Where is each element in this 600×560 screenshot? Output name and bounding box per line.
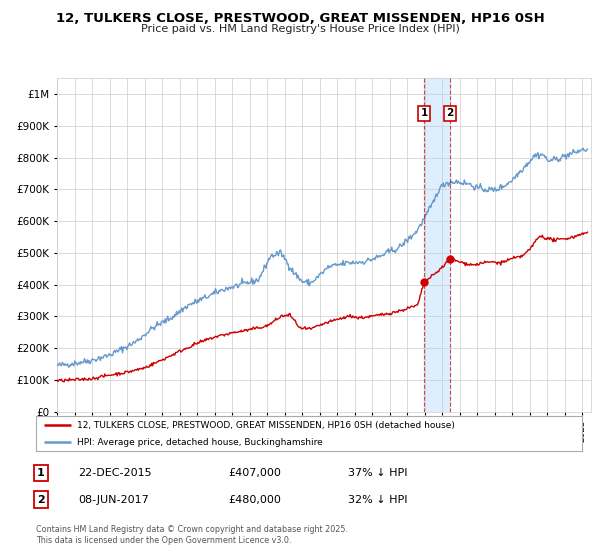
Text: 2: 2 [37,494,44,505]
Text: £480,000: £480,000 [228,494,281,505]
Text: Price paid vs. HM Land Registry's House Price Index (HPI): Price paid vs. HM Land Registry's House … [140,24,460,34]
Text: 12, TULKERS CLOSE, PRESTWOOD, GREAT MISSENDEN, HP16 0SH: 12, TULKERS CLOSE, PRESTWOOD, GREAT MISS… [56,12,544,25]
Text: 1: 1 [37,468,44,478]
Text: £407,000: £407,000 [228,468,281,478]
Text: 12, TULKERS CLOSE, PRESTWOOD, GREAT MISSENDEN, HP16 0SH (detached house): 12, TULKERS CLOSE, PRESTWOOD, GREAT MISS… [77,421,455,430]
Text: Contains HM Land Registry data © Crown copyright and database right 2025.
This d: Contains HM Land Registry data © Crown c… [36,525,348,545]
Text: HPI: Average price, detached house, Buckinghamshire: HPI: Average price, detached house, Buck… [77,437,323,447]
Text: 32% ↓ HPI: 32% ↓ HPI [348,494,407,505]
Text: 2: 2 [446,108,454,118]
Text: 37% ↓ HPI: 37% ↓ HPI [348,468,407,478]
Text: 08-JUN-2017: 08-JUN-2017 [78,494,149,505]
Text: 1: 1 [421,108,428,118]
Text: 22-DEC-2015: 22-DEC-2015 [78,468,152,478]
Bar [424,78,450,412]
